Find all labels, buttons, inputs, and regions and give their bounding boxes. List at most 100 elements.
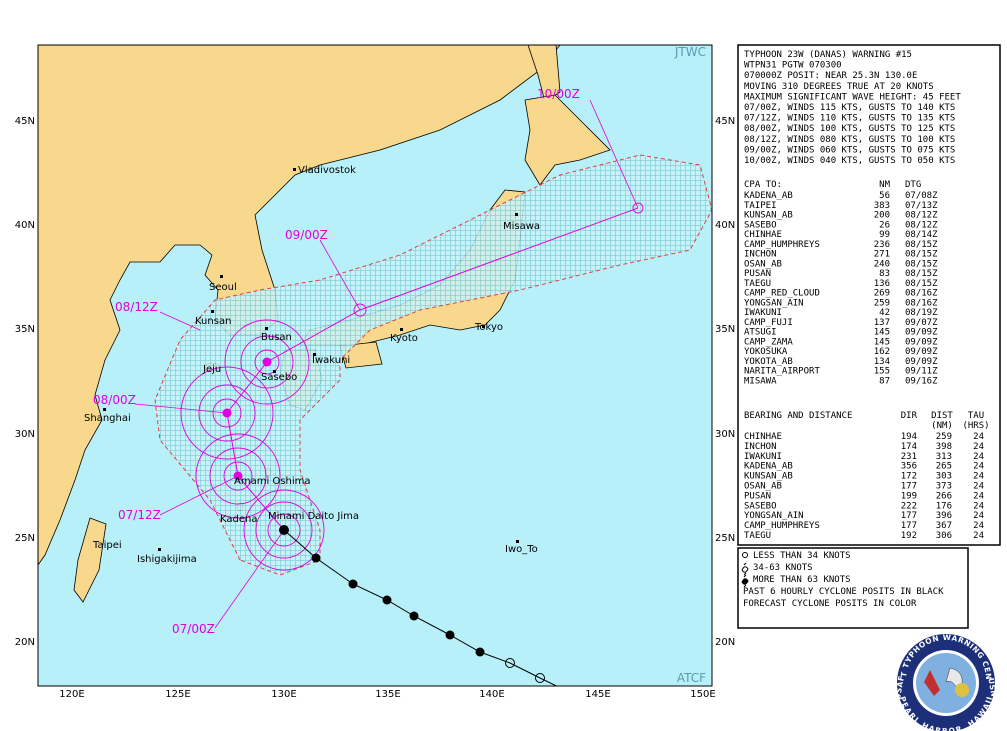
lon-label: 130E: [271, 689, 296, 700]
cpa-name: KADENA_AB: [744, 191, 793, 201]
cpa-dtg: 08/15Z: [905, 269, 938, 279]
place-dots: [103, 168, 519, 551]
cpa-name: CAMP_HUMPHREYS: [744, 240, 820, 250]
bearing-name: CHINHAE: [744, 432, 782, 442]
bearing-name: YONGSAN_AIN: [744, 511, 804, 521]
forecast-leaders: [134, 99, 639, 629]
bearing-name: KADENA_AB: [744, 462, 793, 472]
bearing-subheader: (HRS): [962, 421, 989, 431]
bearing-tau: 24: [973, 432, 984, 442]
cpa-name: CAMP_RED_CLOUD: [744, 289, 820, 299]
map-part: Kadena: [220, 514, 257, 525]
lon-label: 150E: [690, 689, 715, 700]
past-posits-part: [279, 525, 289, 535]
cpa-name: MISAWA: [744, 376, 777, 386]
place-dots-part: [265, 327, 268, 330]
bearing-tau: 24: [973, 511, 984, 521]
lon-label: 120E: [59, 689, 84, 700]
map-part: 08/00Z: [93, 393, 136, 407]
lat-label: 45N: [715, 116, 735, 127]
bearing-dir: 177: [901, 482, 917, 492]
bearing-header: DIST: [931, 411, 953, 421]
cpa-dtg: 09/09Z: [905, 357, 938, 367]
bearing-dist: 259: [936, 432, 952, 442]
bearing-dist: 303: [936, 472, 952, 482]
forecast-leaders-part: [134, 403, 228, 414]
bearing-dir: 172: [901, 472, 917, 482]
cpa-name: CAMP_ZAMA: [744, 337, 793, 347]
warning-line: MAXIMUM SIGNIFICANT WAVE HEIGHT: 45 FEET: [744, 92, 961, 102]
place-dots-part: [515, 213, 518, 216]
place-dots-part: [103, 408, 106, 411]
cpa-dtg: 08/12Z: [905, 220, 938, 230]
map-part: Busan: [261, 332, 292, 343]
cpa-nm: 145: [874, 328, 890, 338]
forecast-leaders-part: [589, 99, 639, 209]
cpa-name: YOKOSUKA: [744, 347, 788, 357]
bearing-name: PUSAN: [744, 491, 771, 501]
cpa-nm: 200: [874, 211, 890, 221]
warning-line: MOVING 310 DEGREES TRUE AT 20 KNOTS: [744, 82, 934, 92]
map-part: Amami Oshima: [234, 476, 310, 487]
cpa-name: SASEBO: [744, 220, 777, 230]
cpa-dtg: 09/09Z: [905, 337, 938, 347]
map-part: Jeju: [202, 364, 221, 375]
lat-label: 30N: [715, 429, 735, 440]
place-dots-part: [273, 370, 276, 373]
forecast-leaders-part: [159, 311, 201, 331]
bearing-name: INCHON: [744, 442, 777, 452]
cpa-dtg: 08/14Z: [905, 230, 938, 240]
past-track: [283, 529, 558, 686]
bearing-tau: 24: [973, 501, 984, 511]
cpa-name: ATSUGI: [744, 328, 777, 338]
past-posits-part: [535, 673, 545, 683]
bearing-subheader: (NM): [931, 421, 953, 431]
cpa-nm: 136: [874, 279, 890, 289]
bearing-dir: 194: [901, 432, 917, 442]
info-panel-part: [737, 44, 1001, 546]
lat-label: 35N: [715, 324, 735, 335]
bearing-tau: 24: [973, 531, 984, 541]
cpa-dtg: 08/15Z: [905, 250, 938, 260]
cpa-dtg: 08/15Z: [905, 259, 938, 269]
legend-line: PAST 6 HOURLY CYCLONE POSITS IN BLACK: [743, 587, 944, 597]
map-part: Seoul: [209, 282, 237, 293]
lon-label: 125E: [165, 689, 190, 700]
land-part: [73, 517, 107, 603]
legend-symbols-part: [742, 552, 748, 558]
map-part: Vladivostok: [298, 165, 356, 176]
bearing-dir: 177: [901, 521, 917, 531]
place-dots-part: [220, 275, 223, 278]
cpa-nm: 259: [874, 298, 890, 308]
bearing-dir: 199: [901, 491, 917, 501]
map-part: Misawa: [503, 221, 540, 232]
bearing-name: CAMP_HUMPHREYS: [744, 521, 820, 531]
cpa-dtg: 07/08Z: [905, 191, 938, 201]
cpa-dtg: 08/16Z: [905, 289, 938, 299]
place-dots-part: [482, 325, 485, 328]
place-dots-part: [400, 328, 403, 331]
warning-line: 08/00Z, WINDS 100 KTS, GUSTS TO 125 KTS: [744, 124, 955, 134]
cpa-name: YOKOTA_AB: [744, 357, 793, 367]
forecast-leaders-part: [159, 475, 239, 516]
warning-line: WTPN31 PGTW 070300: [744, 61, 842, 71]
cpa-name: PUSAN: [744, 269, 771, 279]
cpa-nm: 236: [874, 240, 890, 250]
cpa-dtg: 09/07Z: [905, 318, 938, 328]
bearing-dist: 266: [936, 491, 952, 501]
wind-radii-part: [243, 489, 325, 571]
place-dots-part: [158, 548, 161, 551]
map: Vladivostok Misawa Seoul Kunsan Busan Je…: [38, 45, 712, 686]
logo-part: [924, 670, 940, 696]
cpa-dtg: 09/16Z: [905, 376, 938, 386]
cpa-dtg: 08/15Z: [905, 240, 938, 250]
bearing-dist: 373: [936, 482, 952, 492]
map-part: Iwakuni: [312, 355, 350, 366]
lon-label: 140E: [479, 689, 504, 700]
map-frame: [37, 44, 713, 687]
land-part: [38, 45, 561, 566]
past-posits-part: [445, 630, 455, 640]
map-part: Minami Daito Jima: [268, 511, 359, 522]
